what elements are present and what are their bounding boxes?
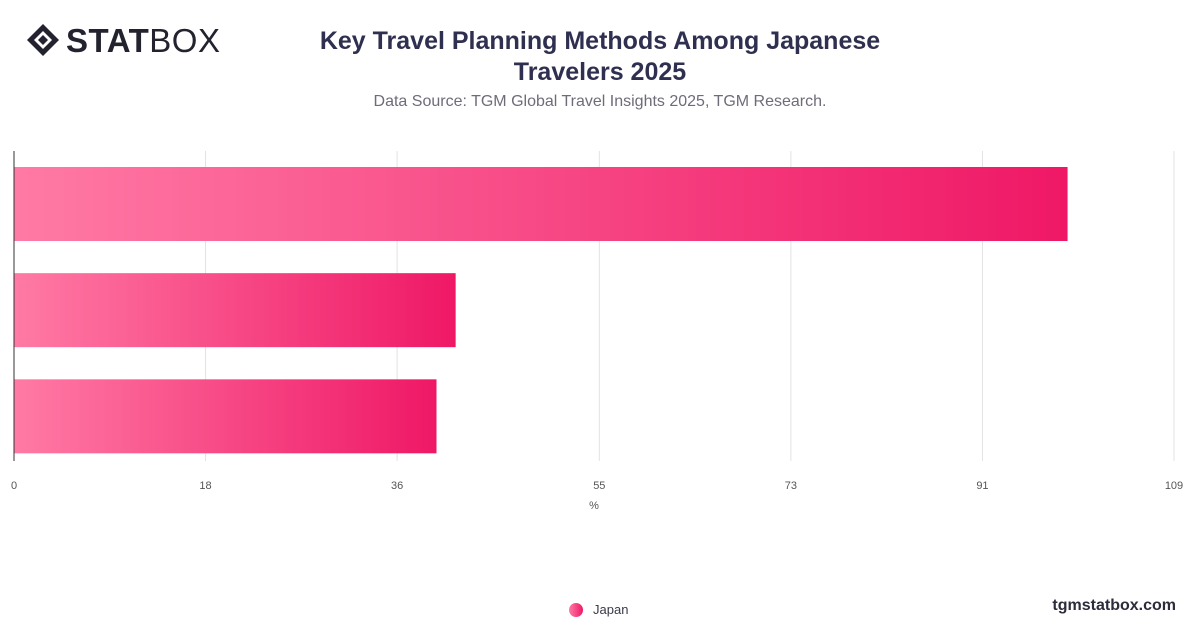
legend-marker-japan [569, 602, 583, 617]
bar[interactable] [14, 273, 456, 348]
bar[interactable] [14, 379, 437, 454]
x-tick-label: 36 [391, 480, 403, 492]
x-tick-label: 91 [976, 480, 988, 492]
logo-text: STATBOX [66, 24, 220, 57]
brand-url: tgmstatbox.com [1052, 597, 1176, 614]
bar[interactable] [14, 167, 1068, 241]
x-tick-label: 109 [1165, 480, 1183, 492]
legend-label-japan: Japan [593, 602, 629, 617]
diamond-logo-icon [27, 24, 59, 56]
x-tick-label: 73 [785, 480, 797, 492]
x-axis-label: % [589, 500, 599, 512]
chart-subtitle: Data Source: TGM Global Travel Insights … [373, 93, 827, 110]
chart-title: Key Travel Planning Methods Among Japane… [319, 27, 881, 86]
x-tick-label: 0 [11, 480, 17, 492]
x-tick-label: 18 [199, 480, 211, 492]
statbox-logo: STATBOX [26, 24, 220, 57]
logo-text-strong: STAT [66, 21, 150, 59]
logo-text-light: BOX [149, 21, 221, 59]
x-tick-label: 55 [593, 480, 605, 492]
legend[interactable]: Japan [569, 602, 628, 617]
